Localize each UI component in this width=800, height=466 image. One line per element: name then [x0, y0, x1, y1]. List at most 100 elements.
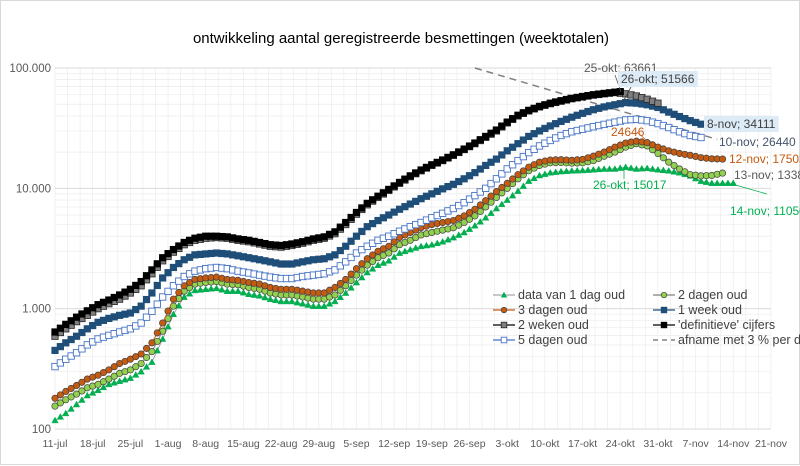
series-5-dagen-oud [51, 115, 705, 371]
data-point [132, 371, 140, 378]
legend-label: afname met 3 % per dag [678, 333, 800, 347]
data-point [422, 241, 431, 249]
chart-title: ontwikkeling aantal geregistreerde besme… [193, 30, 609, 47]
data-point [578, 166, 587, 174]
data-point [465, 209, 474, 217]
data-point [56, 343, 64, 351]
series-data-van-1-dag-oud [51, 163, 737, 424]
data-point [471, 169, 479, 177]
data-point [697, 177, 705, 184]
data-point [724, 179, 732, 186]
data-point [137, 359, 145, 368]
data-label: 26-okt; 15017 [593, 168, 667, 192]
x-tick-label: 15-aug [227, 438, 260, 450]
legend-label: 'definitieve' cijfers [678, 318, 775, 332]
legend-item: afname met 3 % per dag [653, 333, 800, 347]
series-group [51, 67, 737, 424]
data-point [309, 302, 318, 309]
data-point [503, 165, 511, 173]
data-label: 24646 [611, 125, 646, 140]
data-point [498, 170, 506, 178]
data-point [272, 296, 280, 304]
data-point [654, 99, 662, 107]
data-point [369, 251, 377, 259]
legend-label: data van 1 dag oud [518, 288, 625, 302]
data-label: 13-nov; 13384 [734, 168, 800, 182]
legend-marker [660, 291, 668, 299]
y-axis-ticks: 100 1.000 10.000 100.000 [9, 63, 51, 436]
data-point [708, 179, 716, 186]
data-point [148, 339, 156, 347]
data-point [417, 242, 425, 250]
data-point [385, 257, 393, 264]
data-label-highlight [704, 116, 779, 132]
y-tick-label: 10.000 [16, 183, 51, 195]
data-point [137, 319, 145, 327]
data-point [153, 281, 161, 290]
data-point [482, 197, 490, 205]
y-tick-label: 100.000 [9, 63, 51, 75]
data-point [713, 179, 721, 186]
data-point [508, 191, 517, 199]
data-point [503, 179, 511, 187]
leader-line [636, 131, 646, 140]
data-point [288, 297, 296, 305]
data-point [56, 359, 65, 367]
data-point [159, 254, 167, 262]
data-point [62, 409, 70, 417]
data-point [336, 223, 344, 231]
data-point [702, 178, 711, 185]
data-point [347, 253, 355, 262]
data-point [137, 277, 145, 286]
data-point [600, 165, 608, 172]
data-point [654, 149, 662, 157]
legend-item: 'definitieve' cijfers [653, 318, 775, 332]
x-tick-label: 14-nov [717, 438, 750, 450]
data-point [530, 174, 538, 182]
data-point [105, 380, 113, 388]
data-point [250, 291, 258, 298]
data-point [492, 126, 501, 134]
data-point [342, 289, 350, 296]
legend-item: 3 dagen oud [493, 303, 588, 317]
legend-marker [500, 321, 508, 329]
data-point [433, 239, 441, 247]
data-point [482, 213, 490, 221]
data-point [395, 249, 404, 256]
legend-item: 5 dagen oud [493, 333, 588, 347]
data-point [110, 372, 118, 380]
data-point [137, 350, 145, 358]
data-point [266, 295, 274, 302]
data-point [94, 386, 102, 394]
data-point [718, 179, 727, 186]
data-label-text: 24646 [611, 125, 645, 139]
data-label-text: 10-nov; 26440 [719, 135, 796, 149]
data-point [675, 165, 684, 173]
data-point [126, 366, 134, 374]
data-point [234, 287, 242, 294]
data-point [51, 362, 59, 371]
data-point [659, 166, 667, 174]
data-point [659, 154, 667, 162]
data-point [406, 245, 414, 253]
data-point [331, 291, 339, 299]
data-point [299, 299, 307, 307]
data-point [616, 88, 624, 96]
data-point [347, 284, 355, 291]
data-label-text: 8-nov; 34111 [707, 117, 776, 131]
data-point [142, 313, 151, 321]
data-point [605, 165, 614, 172]
x-tick-label: 26-sep [453, 438, 485, 450]
leader-line [731, 183, 768, 195]
legend-label: 3 dagen oud [518, 303, 588, 317]
series-definitieve-cijfers [51, 88, 624, 336]
data-point [525, 177, 533, 184]
data-point [385, 242, 393, 250]
data-point [126, 285, 134, 293]
data-point [126, 374, 134, 381]
data-point [99, 383, 108, 391]
data-point [401, 247, 409, 255]
legend-marker [660, 321, 668, 329]
data-point [336, 293, 344, 300]
